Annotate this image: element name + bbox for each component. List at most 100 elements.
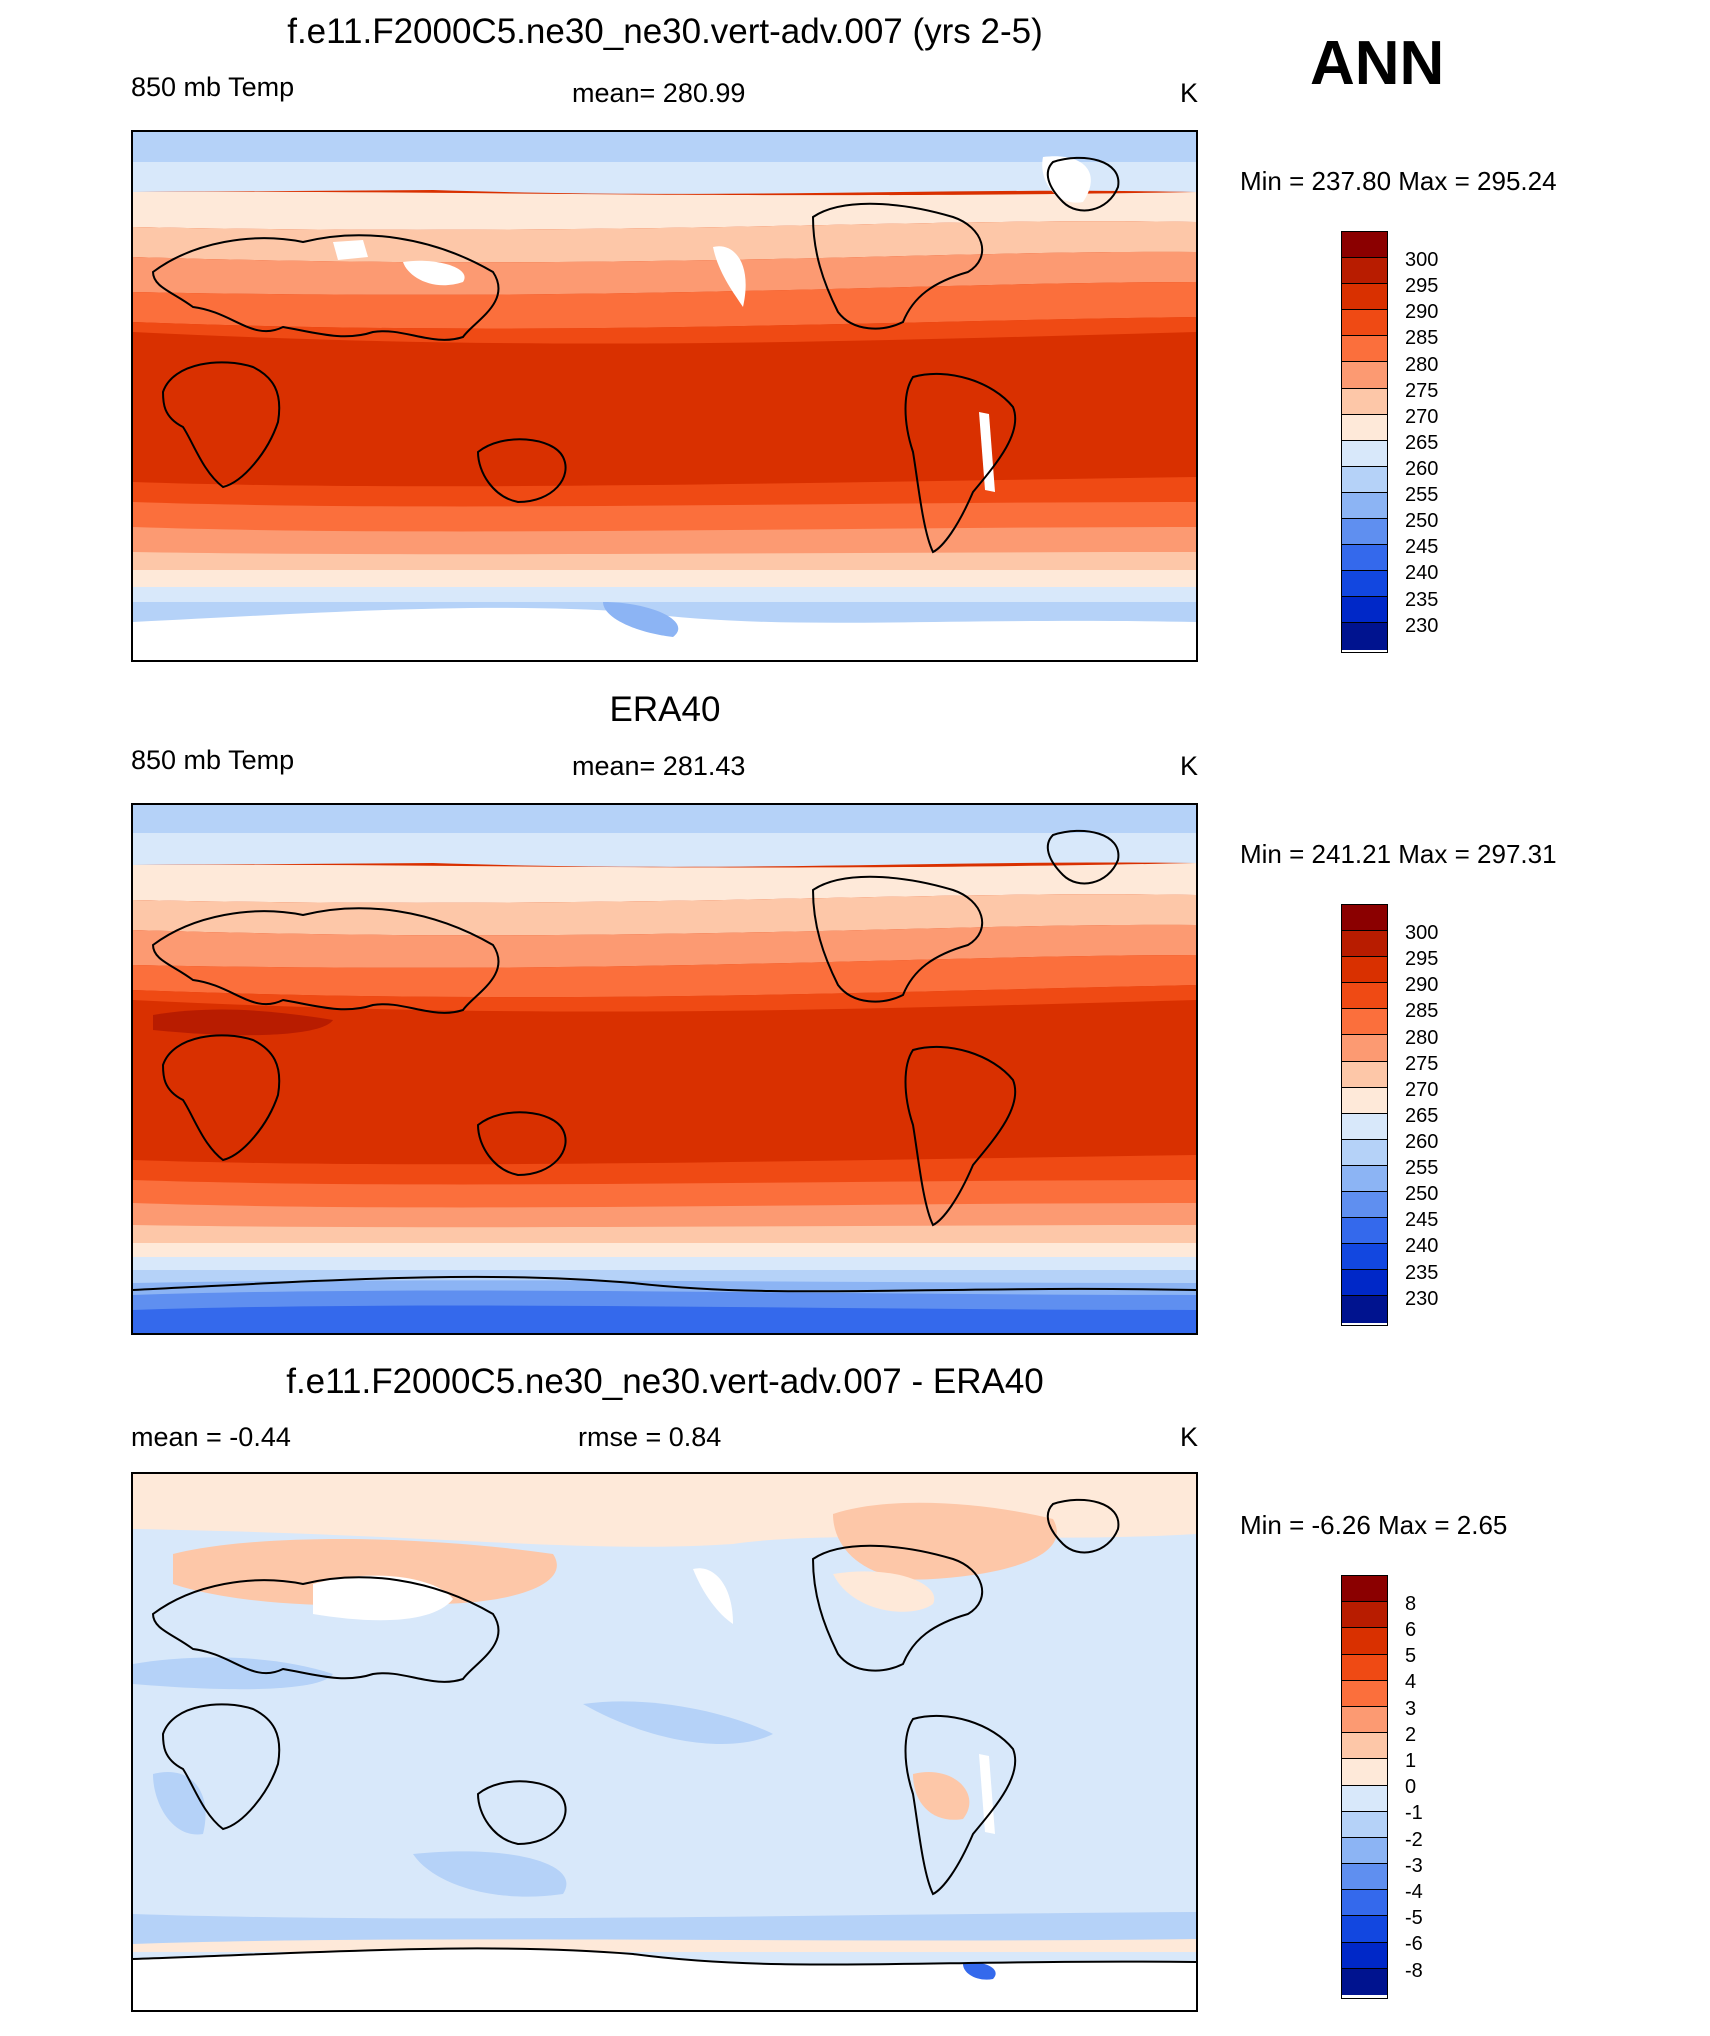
panel2-colorbar-bin-8 bbox=[1342, 1087, 1387, 1114]
panel2-colorbar-label: 250 bbox=[1405, 1183, 1439, 1205]
panel3-colorbar-label: -5 bbox=[1405, 1907, 1423, 1929]
panel1-units: K bbox=[1180, 78, 1199, 108]
panel2-colorbar-label: 230 bbox=[1405, 1288, 1439, 1310]
panel1-colorbar-label: 230 bbox=[1405, 615, 1439, 637]
panel3-colorbar-bin-11 bbox=[1342, 1837, 1387, 1865]
season-label: ANN bbox=[1310, 29, 1445, 98]
panel1-colorbar-label: 245 bbox=[1405, 536, 1439, 558]
panel2-colorbar-label: 255 bbox=[1405, 1157, 1439, 1179]
panel1-minmax: Min = 237.80 Max = 295.24 bbox=[1240, 166, 1557, 196]
panel3-colorbar-label: -3 bbox=[1405, 1855, 1423, 1877]
panel1-colorbar-label: 280 bbox=[1405, 354, 1439, 376]
panel1-colorbar-bin-10 bbox=[1342, 466, 1387, 493]
panel3-colorbar-label: -4 bbox=[1405, 1881, 1423, 1903]
panel1-colorbar-bin-5 bbox=[1342, 336, 1387, 363]
panel2-colorbar-label: 265 bbox=[1405, 1105, 1439, 1127]
panel2-colorbar-bin-16 bbox=[1342, 1296, 1387, 1323]
panel2-colorbar-label: 275 bbox=[1405, 1053, 1439, 1075]
panel1-colorbar-bin-7 bbox=[1342, 388, 1387, 415]
panel3-colorbar-label: -2 bbox=[1405, 1829, 1423, 1851]
panel1-colorbar-bin-14 bbox=[1342, 571, 1387, 598]
panel2-colorbar bbox=[1341, 904, 1388, 1326]
panel3-colorbar-bin-14 bbox=[1342, 1916, 1387, 1943]
panel1-colorbar-label: 285 bbox=[1405, 327, 1439, 349]
panel2-colorbar-label: 240 bbox=[1405, 1235, 1439, 1257]
panel3-colorbar-bin-6 bbox=[1342, 1706, 1387, 1734]
panel1-map bbox=[131, 130, 1198, 662]
panel3-colorbar-label: 1 bbox=[1405, 1750, 1417, 1772]
panel3-colorbar bbox=[1341, 1575, 1388, 1999]
panel2-colorbar-label: 300 bbox=[1405, 922, 1439, 944]
panel2-colorbar-bin-11 bbox=[1342, 1165, 1387, 1193]
panel2-colorbar-label: 270 bbox=[1405, 1079, 1439, 1101]
panel2-left-label: 850 mb Temp bbox=[131, 745, 295, 775]
panel1-colorbar-bin-4 bbox=[1342, 310, 1387, 337]
panel3-colorbar-bin-3 bbox=[1342, 1628, 1387, 1655]
panel2-colorbar-bin-13 bbox=[1342, 1218, 1387, 1245]
panel3-colorbar-label: 2 bbox=[1405, 1724, 1417, 1746]
panel3-colorbar-label: 0 bbox=[1405, 1776, 1417, 1798]
panel3-colorbar-label: -6 bbox=[1405, 1933, 1423, 1955]
panel2-colorbar-bin-3 bbox=[1342, 957, 1387, 984]
panel3-colorbar-bin-9 bbox=[1342, 1785, 1387, 1812]
panel3-colorbar-label: 5 bbox=[1405, 1645, 1417, 1667]
panel3-colorbar-bin-13 bbox=[1342, 1890, 1387, 1917]
panel2-colorbar-bin-14 bbox=[1342, 1244, 1387, 1271]
panel3-colorbar-bin-2 bbox=[1342, 1602, 1387, 1629]
panel1-colorbar-bin-13 bbox=[1342, 545, 1387, 572]
panel2-colorbar-bin-6 bbox=[1342, 1035, 1387, 1062]
panel2-mean: mean= 281.43 bbox=[572, 751, 746, 781]
panel2-colorbar-bin-7 bbox=[1342, 1061, 1387, 1088]
panel2-minmax: Min = 241.21 Max = 297.31 bbox=[1240, 839, 1557, 869]
panel1-colorbar-label: 250 bbox=[1405, 510, 1439, 532]
panel2-colorbar-label: 290 bbox=[1405, 974, 1439, 996]
panel3-map-field bbox=[133, 1474, 1196, 2010]
panel1-colorbar-bin-11 bbox=[1342, 492, 1387, 520]
panel2-colorbar-label: 235 bbox=[1405, 1262, 1439, 1284]
panel1-colorbar-label: 290 bbox=[1405, 301, 1439, 323]
panel2-colorbar-label: 260 bbox=[1405, 1131, 1439, 1153]
panel1-colorbar-bin-8 bbox=[1342, 414, 1387, 441]
panel3-minmax: Min = -6.26 Max = 2.65 bbox=[1240, 1510, 1508, 1540]
panel3-colorbar-bin-4 bbox=[1342, 1654, 1387, 1681]
panel3-colorbar-label: 3 bbox=[1405, 1698, 1417, 1720]
panel1-colorbar-bin-2 bbox=[1342, 258, 1387, 285]
panel3-colorbar-label: 6 bbox=[1405, 1619, 1417, 1641]
panel2-colorbar-bin-4 bbox=[1342, 983, 1387, 1010]
panel1-colorbar-label: 265 bbox=[1405, 432, 1439, 454]
panel3-colorbar-bin-7 bbox=[1342, 1733, 1387, 1760]
panel2-map-field bbox=[133, 805, 1196, 1333]
panel2-colorbar-label: 285 bbox=[1405, 1000, 1439, 1022]
panel1-colorbar-bin-9 bbox=[1342, 440, 1387, 467]
panel2-colorbar-bin-5 bbox=[1342, 1009, 1387, 1036]
panel3-colorbar-bin-8 bbox=[1342, 1759, 1387, 1786]
panel3-colorbar-bin-1 bbox=[1342, 1576, 1387, 1603]
panel2-colorbar-bin-2 bbox=[1342, 931, 1387, 958]
panel1-map-field bbox=[133, 132, 1196, 660]
panel2-map bbox=[131, 803, 1198, 1335]
panel2-colorbar-label: 245 bbox=[1405, 1209, 1439, 1231]
panel1-colorbar-label: 255 bbox=[1405, 484, 1439, 506]
panel3-colorbar-label: -8 bbox=[1405, 1960, 1423, 1982]
panel1-colorbar-label: 295 bbox=[1405, 275, 1439, 297]
panel3-units: K bbox=[1180, 1422, 1199, 1452]
panel3-left-label: mean = -0.44 bbox=[131, 1422, 291, 1452]
panel3-colorbar-bin-15 bbox=[1342, 1942, 1387, 1969]
panel1-colorbar-bin-12 bbox=[1342, 519, 1387, 546]
panel1-colorbar-label: 275 bbox=[1405, 380, 1439, 402]
panel1-colorbar-label: 270 bbox=[1405, 406, 1439, 428]
panel3-colorbar-bin-12 bbox=[1342, 1864, 1387, 1891]
panel1-colorbar-label: 240 bbox=[1405, 562, 1439, 584]
panel2-colorbar-label: 295 bbox=[1405, 948, 1439, 970]
panel2-colorbar-bin-15 bbox=[1342, 1270, 1387, 1297]
panel2-colorbar-bin-10 bbox=[1342, 1139, 1387, 1166]
panel1-colorbar-bin-15 bbox=[1342, 597, 1387, 624]
panel2-colorbar-bin-12 bbox=[1342, 1192, 1387, 1219]
panel2-colorbar-bin-1 bbox=[1342, 905, 1387, 932]
panel1-mean: mean= 280.99 bbox=[572, 78, 746, 108]
panel3-colorbar-bin-5 bbox=[1342, 1680, 1387, 1707]
panel3-colorbar-bin-10 bbox=[1342, 1811, 1387, 1838]
panel2-colorbar-bin-9 bbox=[1342, 1113, 1387, 1140]
panel1-colorbar-label: 300 bbox=[1405, 249, 1439, 271]
panel2-colorbar-label: 280 bbox=[1405, 1027, 1439, 1049]
